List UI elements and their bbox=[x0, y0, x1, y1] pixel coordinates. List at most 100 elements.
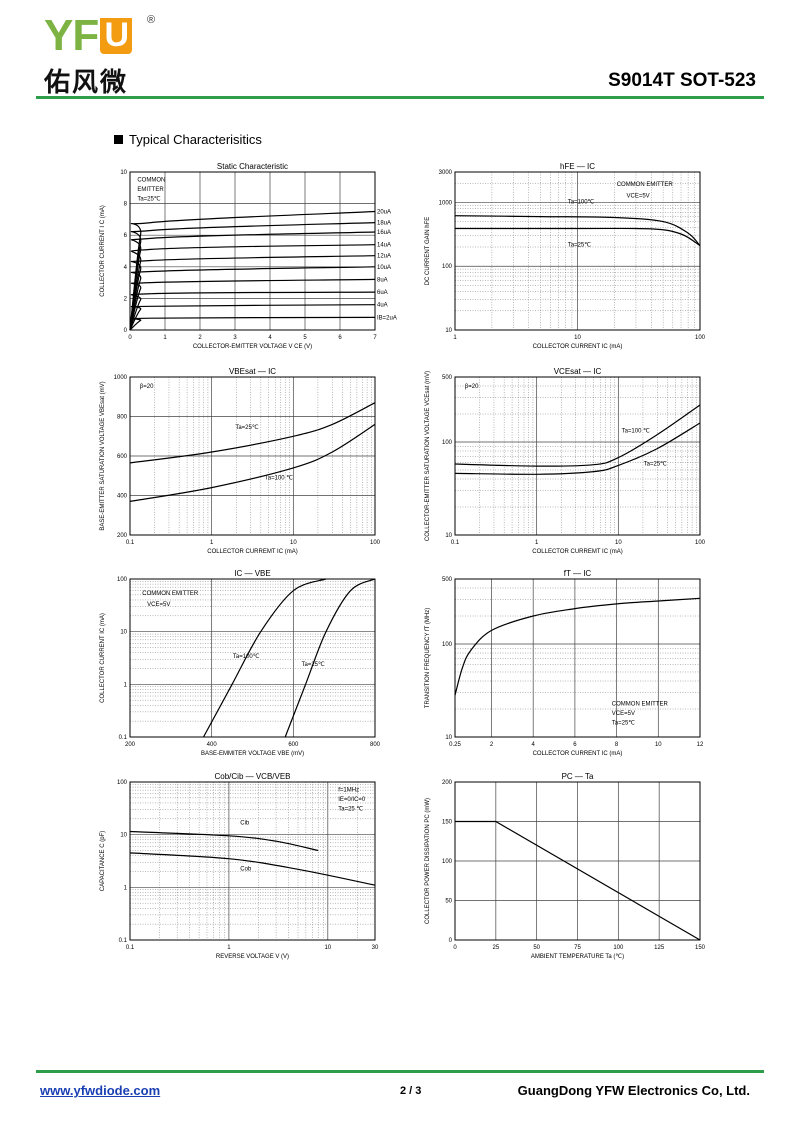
chart-title: hFE — IC bbox=[560, 162, 595, 171]
x-tick-label: 400 bbox=[207, 742, 218, 748]
x-tick-label: 2 bbox=[490, 742, 494, 748]
y-tick-label: 800 bbox=[117, 415, 128, 421]
y-tick-label: 100 bbox=[442, 859, 453, 865]
series-line bbox=[454, 227, 701, 247]
footer-divider bbox=[36, 1070, 764, 1073]
x-tick-label: 200 bbox=[125, 742, 136, 748]
x-tick-label: 1 bbox=[163, 335, 167, 341]
x-tick-label: 1 bbox=[535, 540, 539, 546]
chart-annotation: VCE=5V bbox=[147, 602, 170, 608]
series-line bbox=[129, 423, 376, 502]
x-tick-label: 4 bbox=[268, 335, 272, 341]
chart-title: VBEsat — IC bbox=[229, 367, 276, 376]
x-tick-label: 30 bbox=[372, 945, 379, 951]
x-tick-label: 2 bbox=[198, 335, 202, 341]
series-line bbox=[454, 404, 701, 467]
series-line bbox=[129, 278, 376, 331]
chart-annotation: f=1MHz bbox=[338, 787, 359, 793]
section-title-text: Typical Characterisitics bbox=[129, 132, 262, 147]
chart-annotation: Cob bbox=[240, 866, 252, 872]
y-tick-label: 0.1 bbox=[119, 938, 128, 944]
website-link[interactable]: www.yfwdiode.com bbox=[40, 1083, 161, 1098]
series-line bbox=[129, 316, 376, 331]
plot-grid bbox=[454, 781, 701, 941]
series-line bbox=[129, 222, 376, 331]
y-tick-label: 100 bbox=[442, 264, 453, 270]
y-tick-label: 150 bbox=[442, 820, 453, 826]
x-tick-label: 3 bbox=[233, 335, 237, 341]
series-line bbox=[202, 578, 327, 738]
chart-annotation: Ta=25℃ bbox=[612, 720, 636, 726]
x-tick-label: 75 bbox=[574, 945, 581, 951]
x-tick-label: 125 bbox=[654, 945, 665, 951]
series-line bbox=[454, 215, 701, 247]
company-name: GuangDong YFW Electronics Co, Ltd. bbox=[517, 1083, 750, 1098]
company-logo: YF U ® 佑风微 bbox=[44, 14, 164, 99]
x-tick-label: 0.25 bbox=[449, 742, 461, 748]
x-tick-label: 100 bbox=[370, 540, 381, 546]
x-axis-label: COLLECTOR CURRENT IC (mA) bbox=[533, 344, 623, 350]
series-line bbox=[284, 578, 376, 738]
x-tick-label: 7 bbox=[373, 335, 377, 341]
x-tick-label: 10 bbox=[615, 540, 622, 546]
chart-annotation: Ta=25 ℃ bbox=[338, 806, 363, 812]
plot-frame bbox=[129, 781, 376, 941]
chart-annotation: Ta=25℃ bbox=[644, 461, 668, 467]
series-label: 6uA bbox=[377, 290, 388, 296]
x-tick-label: 0.1 bbox=[126, 945, 135, 951]
x-tick-label: 25 bbox=[492, 945, 499, 951]
y-tick-label: 1000 bbox=[114, 375, 128, 381]
logo-chinese-name: 佑风微 bbox=[44, 68, 129, 98]
y-tick-label: 0.1 bbox=[119, 735, 128, 741]
series-label: 12uA bbox=[377, 254, 391, 260]
chart-ft-vs-ic: 0.25 2 4 6 8 10 12 10 100 500 fT — IC COLLECTOR CUR… bbox=[425, 569, 704, 757]
plot-grid bbox=[129, 376, 376, 536]
x-axis-label: REVERSE VOLTAGE V (V) bbox=[216, 954, 289, 960]
series-line bbox=[129, 255, 376, 331]
y-axis-label: COLLECTOR CURRENT I C (mA) bbox=[100, 205, 106, 296]
x-tick-label: 10 bbox=[655, 742, 662, 748]
chart-annotation: EMITTER bbox=[137, 187, 164, 193]
chart-annotation: Ta=100 ℃ bbox=[265, 476, 294, 482]
y-axis-label: BASE-EMITTER SATURATION VOLTAGE VBEsat (… bbox=[100, 381, 106, 530]
series-line bbox=[454, 597, 701, 696]
x-axis-label: COLLECTOR CURREMT IC (mA) bbox=[532, 549, 622, 555]
plot-frame bbox=[129, 376, 376, 536]
bullet-square-icon bbox=[114, 135, 123, 144]
x-tick-label: 100 bbox=[613, 945, 624, 951]
y-tick-label: 1000 bbox=[439, 200, 453, 206]
section-title: Typical Characterisitics bbox=[114, 132, 262, 147]
x-tick-label: 0 bbox=[453, 945, 457, 951]
chart-title: VCEsat — IC bbox=[554, 367, 602, 376]
plot-frame bbox=[129, 578, 376, 738]
y-axis-label: DC CURRENT GAIN hFE bbox=[425, 217, 431, 286]
logo-mark: YF U bbox=[44, 14, 133, 58]
header-divider bbox=[36, 96, 764, 99]
chart-power-dissipation-vs-temperature: 0 25 50 75 100 125 150 0 50 100 150 200 PC — Ta AMBIE… bbox=[425, 772, 706, 960]
x-tick-label: 50 bbox=[533, 945, 540, 951]
y-axis-label: COLLECTOR POWER DISSIPATION PC (mW) bbox=[425, 798, 431, 924]
chart-annotation: VCE=5V bbox=[627, 193, 650, 199]
chart-title: Static Characteristic bbox=[217, 162, 288, 171]
y-tick-label: 10 bbox=[120, 833, 127, 839]
x-tick-label: 12 bbox=[697, 742, 704, 748]
y-tick-label: 100 bbox=[117, 577, 128, 583]
x-tick-label: 1 bbox=[210, 540, 214, 546]
y-tick-label: 6 bbox=[124, 233, 128, 239]
chart-annotation: COMMON EMITTER bbox=[617, 182, 674, 188]
y-tick-label: 3000 bbox=[439, 170, 453, 176]
chart-annotation: Ta=100℃ bbox=[233, 654, 260, 660]
x-axis-label: COLLECTOR-EMITTER VOLTAGE V CE (V) bbox=[193, 344, 312, 350]
y-tick-label: 10 bbox=[120, 630, 127, 636]
chart-title: IC — VBE bbox=[234, 569, 270, 578]
x-axis-label: COLLECTOR CURRENT IC (mA) bbox=[533, 751, 623, 757]
y-tick-label: 1 bbox=[124, 885, 128, 891]
series-line bbox=[129, 304, 376, 331]
x-tick-label: 800 bbox=[370, 742, 381, 748]
chart-annotation: VCE=5V bbox=[612, 711, 635, 717]
chart-annotation: Ta=25℃ bbox=[137, 196, 161, 202]
y-tick-label: 10 bbox=[120, 170, 127, 176]
chart-vbesat-vs-ic: 0.1 1 10 100 200 400 600 800 1000 VBEsat — IC COLL… bbox=[100, 367, 381, 555]
y-tick-label: 400 bbox=[117, 494, 128, 500]
